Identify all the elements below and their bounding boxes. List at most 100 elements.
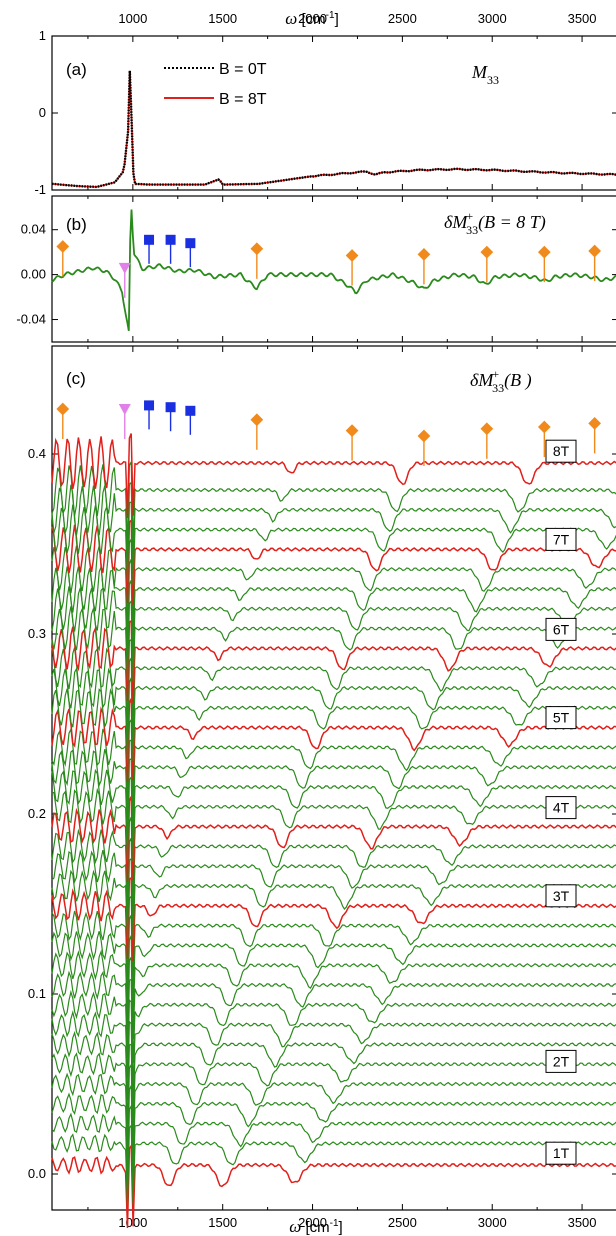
top-x-axis: 1000 1500 2000 2500 3000 3500 (118, 11, 596, 26)
panel-b-label: (b) (66, 215, 87, 234)
field-trace-red (51, 796, 616, 883)
panel-b-quantity: δM+ 33(B = 8 T) (444, 209, 546, 237)
field-label-box (545, 1141, 577, 1165)
top-x-tick-label: 3000 (478, 11, 507, 26)
field-trace-red (51, 1143, 616, 1229)
orange-diamond-marker (345, 249, 359, 262)
field-trace-green (51, 1103, 616, 1186)
field-label-box (545, 884, 577, 908)
orange-diamond-marker (588, 417, 602, 430)
field-label-7t: 7T (553, 531, 570, 547)
orange-diamond-marker (250, 413, 264, 427)
bottom-x-tick-label: 3500 (568, 1215, 597, 1230)
field-trace-green (51, 738, 616, 822)
field-label-box (545, 439, 577, 463)
violet-triangle-marker (118, 262, 131, 274)
field-trace-green (51, 538, 616, 625)
field-label-5t: 5T (553, 710, 570, 726)
blue-square-marker (165, 234, 176, 245)
field-label-2t: 2T (553, 1053, 570, 1069)
field-label-4t: 4T (553, 800, 570, 816)
field-trace-green (51, 717, 616, 801)
y-tick-label: 0.1 (28, 986, 46, 1001)
field-trace-green (51, 461, 616, 544)
top-x-tick-label: 1000 (118, 11, 147, 26)
field-trace-green (51, 894, 616, 981)
field-trace-green (51, 837, 616, 920)
orange-diamond-marker (588, 244, 602, 258)
y-tick-label: 0.0 (28, 1166, 46, 1181)
field-label-3t: 3T (553, 888, 570, 904)
panel-a-plot: 1 0 -1 (34, 28, 616, 197)
field-trace-green (51, 816, 616, 902)
top-axis-title-exp: -1 (326, 10, 335, 21)
field-label-box (545, 527, 577, 551)
top-axis-title: ω [cm-1] (285, 9, 339, 28)
orange-diamond-marker (250, 242, 264, 256)
orange-diamond-marker (417, 429, 431, 443)
field-trace-green (51, 1085, 616, 1166)
field-trace-green (51, 857, 616, 941)
y-tick-label: -0.04 (16, 312, 46, 327)
y-tick-label: 0.3 (28, 626, 46, 641)
orange-diamond-marker (537, 245, 551, 259)
panel-a-label: (a) (66, 60, 87, 79)
legend-label-b8: B = 8T (219, 91, 267, 108)
panel-c-plot: 1000 1500 2000 2500 3000 35000.40.30.20.10.08… (28, 346, 616, 1230)
field-label-box (545, 617, 577, 641)
orange-diamond-marker (537, 420, 551, 434)
legend-label-b0: B = 0T (219, 61, 267, 78)
field-trace-green (51, 1123, 616, 1206)
legend: B = 0T B = 8T (164, 61, 267, 108)
y-tick-label: -1 (34, 182, 46, 197)
field-trace-green (51, 1020, 616, 1111)
y-tick-label: 0.00 (21, 267, 46, 282)
series-line-8t-difference (51, 209, 616, 332)
field-trace-green (51, 915, 616, 1001)
field-trace-green (51, 558, 616, 645)
y-tick-label: 0.2 (28, 806, 46, 821)
field-label-1t: 1T (553, 1145, 570, 1161)
field-trace-green (51, 935, 616, 1021)
field-trace-green (51, 638, 616, 724)
top-x-tick-label: 1500 (208, 11, 237, 26)
top-x-tick-label: 2000 (298, 11, 327, 26)
panel-c-label: (c) (66, 369, 86, 388)
orange-diamond-marker (56, 240, 70, 253)
top-x-tick-label: 3500 (568, 11, 597, 26)
orange-diamond-marker (480, 245, 494, 259)
panel-b-frame (51, 195, 616, 343)
field-trace-red (51, 698, 616, 783)
field-trace-green (51, 1043, 616, 1130)
field-trace-green (51, 775, 616, 862)
top-axis-title-bracket: ] (335, 11, 339, 28)
panel-a-quantity: M33 (471, 62, 499, 87)
y-tick-label: 0.4 (28, 446, 46, 461)
field-label-8t: 8T (553, 443, 570, 459)
field-trace-green (51, 1062, 616, 1147)
blue-square-marker (185, 405, 196, 416)
panel-c-frame (51, 345, 616, 1211)
bottom-x-tick-label: 2000 (298, 1215, 327, 1230)
field-trace-red (51, 433, 616, 519)
field-trace-green (51, 998, 616, 1088)
series-line-b-0t (51, 70, 616, 189)
panel-a-frame (51, 35, 616, 191)
bottom-x-tick-label: 2500 (388, 1215, 417, 1230)
field-trace-red (51, 619, 616, 704)
field-trace-green (51, 978, 616, 1064)
field-trace-green (51, 956, 616, 1040)
violet-triangle-marker (118, 404, 131, 415)
orange-diamond-marker (345, 424, 359, 437)
y-tick-label: 0.04 (21, 222, 46, 237)
y-tick-label: 1 (39, 28, 46, 43)
field-trace-green (51, 501, 616, 585)
blue-square-marker (144, 400, 155, 411)
blue-square-marker (165, 402, 176, 413)
field-label-box (545, 796, 577, 820)
blue-square-marker (144, 234, 155, 245)
top-axis-title-unit: [cm (302, 11, 326, 28)
field-label-box (545, 1049, 577, 1073)
field-trace-green (51, 677, 616, 764)
